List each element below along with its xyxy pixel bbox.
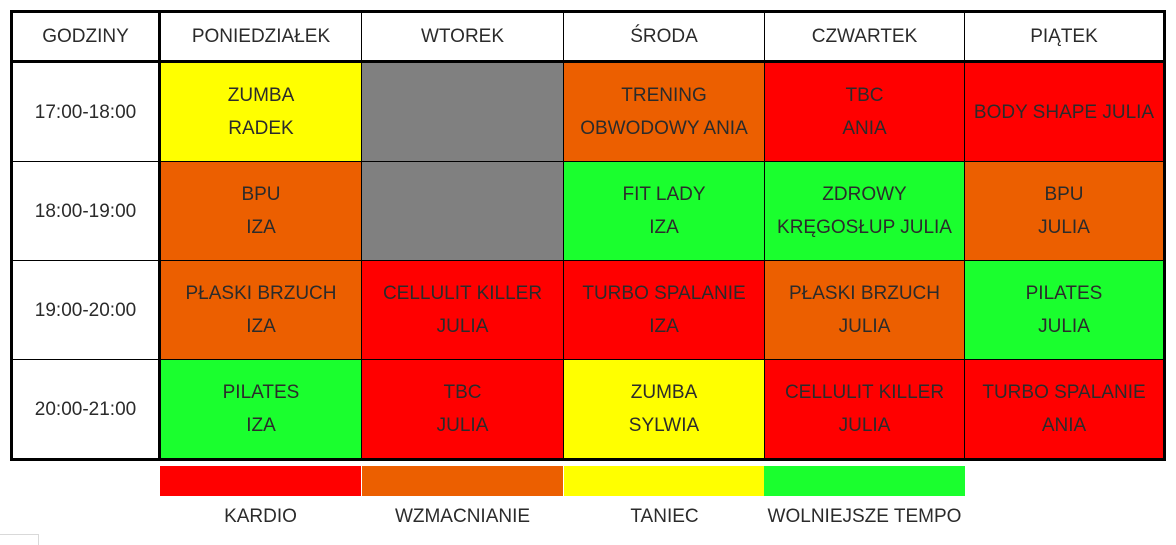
class-cell-line: OBWODOWY ANIA xyxy=(580,118,748,139)
class-cell-line: BPU xyxy=(1044,184,1084,205)
legend-item-taniec: TANIEC xyxy=(564,466,765,528)
class-cell-monday: ZUMBA RADEK xyxy=(159,61,362,162)
class-cell-line: BPU xyxy=(241,184,281,205)
class-cell-friday: PILATES JULIA xyxy=(964,260,1165,360)
class-cell-line: TRENING xyxy=(621,85,707,106)
legend-item-wzmacnianie: WZMACNIANIE xyxy=(362,466,563,528)
legend-swatch xyxy=(764,466,965,496)
class-cell-line: IZA xyxy=(246,415,276,436)
class-cell-line: SYLWIA xyxy=(628,415,700,436)
legend-label: TANIEC xyxy=(630,506,699,527)
corner-mark xyxy=(0,534,39,545)
class-cell-line: PŁASKI BRZUCH xyxy=(789,283,940,304)
class-cell-thursday: ZDROWY KRĘGOSŁUP JULIA xyxy=(764,161,965,261)
class-cell-line: IZA xyxy=(649,217,679,238)
class-cell-line: IZA xyxy=(649,316,679,337)
class-cell-line: IZA xyxy=(246,217,276,238)
class-cell-line: KRĘGOSŁUP JULIA xyxy=(777,217,952,238)
class-cell-line: JULIA xyxy=(436,415,489,436)
legend-swatch xyxy=(362,466,563,496)
class-cell-line: BODY SHAPE JULIA xyxy=(973,101,1155,123)
class-cell-wednesday: TRENING OBWODOWY ANIA xyxy=(563,61,765,162)
header-monday: PONIEDZIAŁEK xyxy=(159,11,362,63)
class-cell-thursday: CELLULIT KILLER JULIA xyxy=(764,359,965,460)
class-cell-line: JULIA xyxy=(838,316,891,337)
class-cell-line: ZDROWY xyxy=(822,184,907,205)
table-row: 20:00-21:00 PILATES IZA TBC JULIA ZUMBA SYLWIA… xyxy=(11,359,1165,460)
class-cell-wednesday: ZUMBA SYLWIA xyxy=(563,359,765,460)
header-tuesday: WTOREK xyxy=(361,11,564,63)
class-cell-line: RADEK xyxy=(228,118,294,139)
class-cell-monday: BPU IZA xyxy=(159,161,362,261)
class-cell-tuesday: CELLULIT KILLER JULIA xyxy=(361,260,564,360)
header-thursday: CZWARTEK xyxy=(764,11,965,63)
class-cell-tuesday xyxy=(361,161,564,261)
class-cell-thursday: PŁASKI BRZUCH JULIA xyxy=(764,260,965,360)
table-row: 17:00-18:00 ZUMBA RADEK TRENING OBWODOWY ANI… xyxy=(11,61,1165,162)
class-cell-friday: TURBO SPALANIE ANIA xyxy=(964,359,1165,460)
class-cell-line: TURBO SPALANIE xyxy=(982,382,1146,403)
class-cell-wednesday: TURBO SPALANIE IZA xyxy=(563,260,765,360)
class-cell-line: CELLULIT KILLER xyxy=(784,382,945,403)
class-cell-line: PILATES xyxy=(222,382,300,403)
class-cell-line: ZUMBA xyxy=(630,382,698,403)
class-cell-monday: PILATES IZA xyxy=(159,359,362,460)
legend-swatch xyxy=(564,466,765,496)
class-cell-monday: PŁASKI BRZUCH IZA xyxy=(159,260,362,360)
class-cell-wednesday: FIT LADY IZA xyxy=(563,161,765,261)
legend-item-kardio: KARDIO xyxy=(160,466,361,528)
class-cell-friday: BPU JULIA xyxy=(964,161,1165,261)
class-cell-tuesday: TBC JULIA xyxy=(361,359,564,460)
header-hours: GODZINY xyxy=(11,11,161,63)
class-cell-line: CELLULIT KILLER xyxy=(382,283,543,304)
time-slot: 20:00-21:00 xyxy=(11,359,161,460)
class-cell-line: ZUMBA xyxy=(227,85,295,106)
legend-swatch xyxy=(160,466,361,496)
class-cell-line: IZA xyxy=(246,316,276,337)
class-cell-line: PŁASKI BRZUCH xyxy=(185,283,337,304)
header-wednesday: ŚRODA xyxy=(563,11,765,63)
class-cell-line: JULIA xyxy=(1038,316,1090,337)
table-row: 18:00-19:00 BPU IZA FIT LADY IZA ZDROWY KRĘGOS… xyxy=(11,161,1165,261)
class-cell-line: PILATES xyxy=(1025,283,1103,304)
header-row: GODZINY PONIEDZIAŁEK WTOREK ŚRODA CZWART… xyxy=(11,11,1165,63)
class-cell-thursday: TBC ANIA xyxy=(764,61,965,162)
legend-label: WOLNIEJSZE TEMPO xyxy=(767,506,962,527)
legend-label: KARDIO xyxy=(224,506,297,527)
legend-label: WZMACNIANIE xyxy=(394,506,531,527)
legend-item-wolniejsze: WOLNIEJSZE TEMPO xyxy=(764,466,965,528)
class-cell-line: JULIA xyxy=(436,316,489,337)
class-cell-line: JULIA xyxy=(838,415,891,436)
class-cell-line: TBC xyxy=(443,382,482,403)
time-slot: 17:00-18:00 xyxy=(11,61,161,162)
class-cell-tuesday xyxy=(361,61,564,162)
table-row: 19:00-20:00 PŁASKI BRZUCH IZA CELLULIT KILL… xyxy=(11,260,1165,360)
class-cell-line: ANIA xyxy=(1041,415,1087,436)
class-cell-friday: BODY SHAPE JULIA xyxy=(964,61,1165,162)
class-cell-line: JULIA xyxy=(1038,217,1090,238)
class-cell-line: TBC xyxy=(845,85,884,106)
class-cell-line: FIT LADY xyxy=(622,184,706,205)
header-friday: PIĄTEK xyxy=(964,11,1165,63)
schedule-table: GODZINY PONIEDZIAŁEK WTOREK ŚRODA CZWART… xyxy=(10,10,1166,461)
class-cell-line: ANIA xyxy=(842,118,887,139)
time-slot: 18:00-19:00 xyxy=(11,161,161,261)
time-slot: 19:00-20:00 xyxy=(11,260,161,360)
class-cell-line: TURBO SPALANIE xyxy=(582,283,746,304)
